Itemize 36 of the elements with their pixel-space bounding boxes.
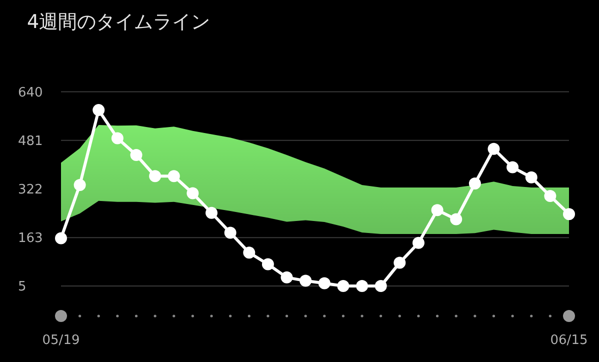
point: [318, 277, 330, 290]
point: [280, 271, 293, 284]
point: [300, 274, 312, 287]
point: [356, 280, 368, 292]
point: [544, 190, 556, 202]
x-tick-label: 05/19: [42, 333, 80, 348]
point: [431, 204, 444, 216]
y-tick-label: 5: [18, 280, 26, 295]
point: [394, 256, 406, 269]
x-tick-label: 06/15: [550, 333, 588, 348]
point: [506, 161, 519, 174]
y-tick-label: 163: [18, 231, 43, 246]
y-tick-label: 481: [18, 134, 43, 149]
y-tick-label: 322: [18, 182, 43, 198]
point: [412, 236, 424, 249]
point: [243, 246, 256, 259]
point: [206, 206, 218, 219]
point: [111, 132, 124, 144]
point: [92, 104, 105, 116]
point: [224, 226, 236, 239]
point: [55, 232, 67, 244]
y-tick-label: 640: [18, 85, 43, 100]
point: [262, 258, 274, 270]
point: [337, 280, 350, 292]
point: [488, 142, 500, 155]
point: [525, 171, 538, 184]
point: [74, 179, 86, 192]
point: [563, 208, 575, 220]
point: [130, 149, 142, 162]
point: [149, 170, 162, 182]
point: [468, 177, 481, 190]
point: [374, 280, 387, 292]
point: [168, 170, 180, 182]
chart-title: 4週間のタイムライン: [27, 11, 210, 33]
point: [186, 187, 199, 200]
point: [450, 213, 462, 226]
